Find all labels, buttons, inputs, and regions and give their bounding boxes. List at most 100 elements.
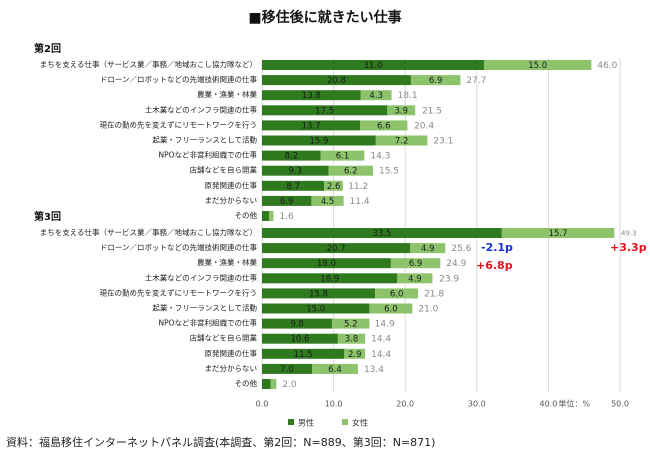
bar-segment [262, 195, 312, 206]
total-label: 2.0 [282, 380, 297, 390]
x-tick-label: 30.0 [468, 400, 486, 409]
group-label: 第2回 [34, 42, 61, 55]
segment-label: 15.9 [309, 137, 328, 147]
category-label: 店舗などを自ら開業 [190, 165, 258, 175]
segment-label: 15.8 [309, 289, 328, 299]
total-label: 14.4 [371, 350, 391, 360]
bar-segment [262, 150, 321, 161]
segment-label: 20.8 [327, 76, 346, 86]
segment-label: 6.6 [377, 121, 391, 131]
bar-segment [262, 90, 361, 101]
legend-label: 女性 [352, 418, 368, 428]
bar-segment [262, 348, 345, 359]
bar-segment [312, 363, 358, 374]
total-label: 23.1 [433, 137, 453, 147]
bar-segment [262, 379, 271, 389]
bar-segment [262, 135, 376, 146]
category-label: 土木業などのインフラ関連の仕事 [145, 272, 258, 282]
bar-segment [311, 195, 344, 206]
category-label: まちを支える仕事（サービス業／事務／地域おこし協力隊など） [40, 59, 257, 69]
bar-segment [262, 75, 411, 86]
segment-label: 4.9 [408, 274, 422, 284]
category-label: 起業・フリーランスとして活動 [152, 303, 257, 313]
segment-label: 6.9 [280, 197, 294, 207]
bar-segment [262, 363, 313, 374]
total-label: 24.9 [446, 259, 466, 269]
segment-label: 4.3 [369, 91, 383, 101]
category-label: NPOなど非営利組織での仕事 [158, 150, 257, 160]
total-label: 46.0 [597, 61, 617, 71]
bar-segment [262, 288, 376, 299]
bar-segment [262, 120, 361, 131]
category-label: 現在の勤め先を変えずにリモートワークを行う [100, 119, 258, 129]
segment-label: 7.0 [280, 365, 294, 375]
total-label: 20.4 [414, 121, 434, 131]
legend-swatch [288, 419, 294, 425]
category-label: 店舗などを自ら開業 [190, 333, 258, 343]
segment-label: 17.5 [315, 106, 334, 116]
bar-segment [375, 288, 419, 299]
segment-label: 4.5 [321, 197, 335, 207]
group-label: 第3回 [34, 210, 61, 223]
category-label: 原発関連の仕事 [205, 180, 258, 190]
total-label: 14.3 [370, 152, 390, 162]
segment-label: 6.1 [336, 152, 350, 162]
segment-label: 10.6 [290, 335, 309, 345]
segment-label: 2.6 [327, 182, 341, 192]
bar-segment [262, 333, 338, 344]
legend-label: 男性 [298, 418, 314, 428]
segment-label: 6.0 [390, 289, 404, 299]
annotation: +3.3p [610, 241, 647, 254]
segment-label: 3.9 [394, 106, 408, 116]
bar-segment [262, 258, 391, 269]
bar-segment [324, 180, 343, 191]
segment-label: 20.7 [327, 244, 346, 254]
bar-segment [328, 165, 373, 176]
bar-segment [262, 165, 329, 176]
annotation: -2.1p [481, 241, 513, 254]
bar-segment [410, 243, 446, 254]
segment-label: 6.2 [344, 167, 358, 177]
total-label: 13.4 [364, 365, 384, 375]
segment-label: 15.7 [549, 229, 568, 239]
bar-segment [387, 105, 416, 116]
segment-label: 2.9 [348, 350, 362, 360]
category-label: 農業・漁業・林業 [197, 257, 257, 267]
source: 資料：福島移住インターネットパネル調査(本調査、第2回：N=889、第3回：N=… [6, 435, 435, 449]
segment-label: 7.2 [395, 137, 409, 147]
total-label: 14.9 [375, 320, 395, 330]
bar-segment [369, 303, 413, 314]
category-label: 土木業などのインフラ関連の仕事 [145, 104, 258, 114]
category-label: 起業・フリーランスとして活動 [152, 135, 257, 145]
segment-label: 15.0 [306, 305, 325, 315]
bar-segment [269, 211, 274, 221]
segment-label: 31.0 [364, 61, 383, 71]
segment-label: 9.3 [289, 167, 303, 177]
bar-segment [262, 303, 370, 314]
bar-segment [397, 273, 433, 284]
bar-segment [262, 60, 484, 70]
bar-segment [344, 348, 366, 359]
bar-segment [320, 150, 365, 161]
segment-label: 4.9 [421, 244, 435, 254]
x-tick-label: 10.0 [325, 400, 343, 409]
total-label: 11.4 [350, 197, 370, 207]
x-tick-label: 40.0 [539, 400, 557, 409]
legend-swatch [342, 419, 348, 425]
category-label: その他 [235, 210, 258, 220]
segment-label: 5.2 [344, 320, 358, 330]
category-label: 農業・漁業・林業 [197, 89, 257, 99]
total-label: 1.6 [279, 212, 294, 222]
bar-segment [262, 105, 388, 116]
x-tick-label: 20.0 [396, 400, 414, 409]
segment-label: 33.5 [372, 229, 391, 239]
total-label: 21.8 [424, 289, 444, 299]
category-label: その他 [235, 378, 258, 388]
total-label: 11.2 [348, 182, 368, 192]
x-tick-label: 0.0 [256, 400, 269, 409]
bar-segment [360, 120, 408, 131]
total-label: 21.0 [418, 305, 438, 315]
bar-segment [390, 258, 441, 269]
total-label: 14.4 [371, 335, 391, 345]
total-label: 21.5 [422, 106, 442, 116]
